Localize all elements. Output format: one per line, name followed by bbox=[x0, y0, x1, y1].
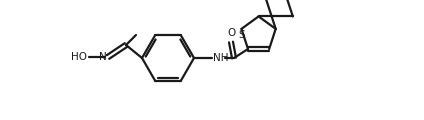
Text: O: O bbox=[228, 28, 236, 38]
Text: HO: HO bbox=[71, 52, 87, 62]
Text: S: S bbox=[238, 30, 245, 40]
Text: NH: NH bbox=[213, 53, 229, 63]
Text: N: N bbox=[99, 51, 107, 61]
